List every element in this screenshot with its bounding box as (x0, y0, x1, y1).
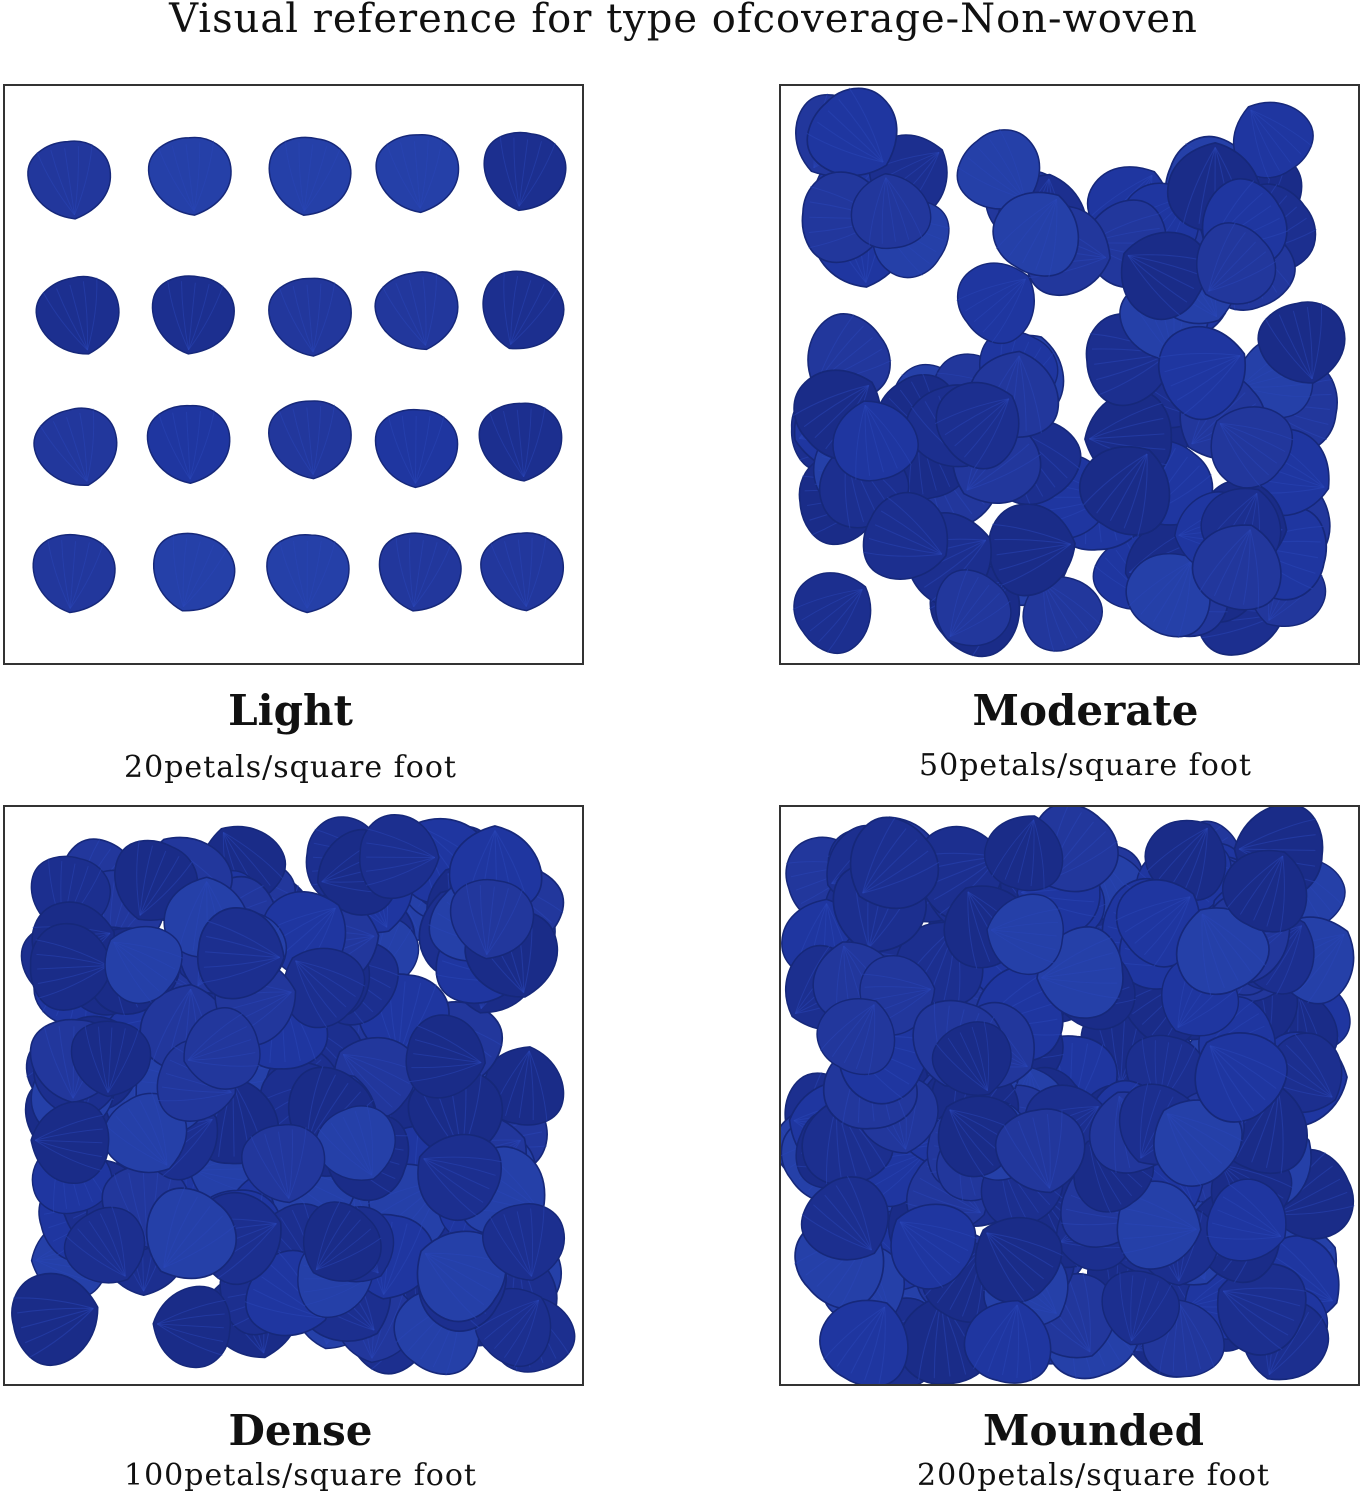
petal (819, 1299, 909, 1384)
petal (417, 1133, 502, 1221)
petal (478, 402, 563, 482)
petal (1101, 1270, 1180, 1346)
petal (1206, 1178, 1287, 1262)
petal (1158, 325, 1247, 421)
petal (104, 925, 184, 1005)
petal (849, 816, 940, 910)
light-density: 20petals/square foot (124, 750, 457, 785)
mounded-density: 200petals/square foot (917, 1458, 1270, 1493)
mounded-label: Mounded (982, 1406, 1205, 1455)
dense-label: Dense (228, 1406, 373, 1455)
petal (241, 1123, 326, 1204)
petal (1196, 222, 1277, 305)
petal (70, 1020, 152, 1098)
light-coverage-image (3, 84, 584, 665)
petal (145, 1186, 237, 1280)
petal (102, 1091, 188, 1174)
petal (1153, 1099, 1243, 1187)
petal (29, 922, 113, 1011)
petal (974, 1216, 1063, 1304)
petal (481, 1203, 565, 1282)
petal (146, 404, 231, 485)
petal (183, 1007, 261, 1090)
petal (931, 1021, 1012, 1096)
petal (268, 400, 352, 480)
petal (994, 1108, 1086, 1194)
petal (63, 1206, 146, 1284)
petal (282, 947, 366, 1029)
petal (375, 134, 460, 214)
petal (151, 275, 235, 355)
petal (303, 1201, 382, 1282)
petal (992, 191, 1080, 278)
petal (792, 572, 872, 654)
moderate-label: Moderate (972, 686, 1199, 735)
page-title: Visual reference for type ofcoverage-Non… (169, 0, 1198, 42)
petal (482, 270, 565, 350)
petal (832, 400, 919, 482)
petal (963, 1299, 1052, 1384)
petal (266, 534, 350, 614)
petal (934, 568, 1012, 647)
petal (1175, 907, 1270, 996)
petal (416, 1230, 508, 1323)
petal (374, 271, 459, 351)
petal (983, 815, 1064, 892)
petal (986, 893, 1064, 975)
petal (11, 1272, 99, 1367)
petal (268, 136, 352, 216)
petal (153, 532, 236, 612)
petal (862, 491, 949, 580)
petal (1120, 231, 1208, 321)
petal (378, 532, 462, 612)
petal (35, 276, 120, 355)
petal (890, 1203, 977, 1290)
petal (1257, 301, 1346, 384)
petal (405, 1014, 486, 1099)
petal (449, 879, 535, 960)
petal (1232, 101, 1314, 180)
petal (850, 173, 932, 250)
petal (1210, 406, 1294, 489)
petal (1191, 524, 1282, 611)
petal (27, 140, 112, 220)
petal (480, 532, 564, 612)
petal (806, 87, 898, 177)
petal (197, 907, 286, 1000)
dense-density: 100petals/square foot (124, 1458, 477, 1493)
petal (934, 381, 1020, 470)
petal (1222, 849, 1308, 933)
petal (314, 1104, 396, 1181)
petal (359, 814, 440, 900)
light-label: Light (228, 686, 353, 735)
petal (800, 1175, 890, 1261)
petal (1194, 1032, 1288, 1123)
dense-coverage-image (3, 805, 584, 1386)
petal (147, 136, 232, 216)
petal (483, 131, 567, 212)
petal (1125, 552, 1211, 638)
petal (152, 1285, 231, 1369)
petal (374, 408, 459, 489)
mounded-coverage-image (779, 805, 1360, 1386)
moderate-coverage-image (779, 84, 1360, 665)
petal (1079, 446, 1171, 537)
petal (33, 407, 118, 486)
petal (30, 1100, 110, 1185)
petal (268, 277, 352, 357)
petal (956, 262, 1035, 345)
moderate-density: 50petals/square foot (919, 748, 1252, 783)
petal (32, 534, 116, 614)
petal (816, 998, 896, 1076)
